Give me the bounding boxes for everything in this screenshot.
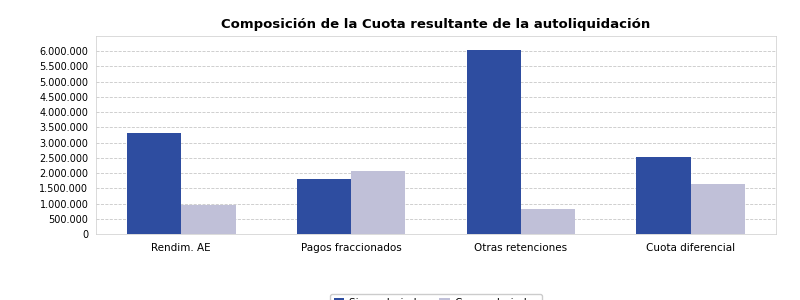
Legend: Sin asalariados, Con asalariados: Sin asalariados, Con asalariados	[330, 294, 542, 300]
Bar	[182, 205, 236, 234]
Bar	[351, 171, 406, 234]
Bar	[297, 179, 351, 234]
Bar	[127, 134, 182, 234]
Bar	[690, 184, 745, 234]
Bar	[521, 209, 575, 234]
Bar	[636, 157, 690, 234]
Title: Composición de la Cuota resultante de la autoliquidación: Composición de la Cuota resultante de la…	[222, 18, 650, 31]
Bar	[466, 50, 521, 234]
